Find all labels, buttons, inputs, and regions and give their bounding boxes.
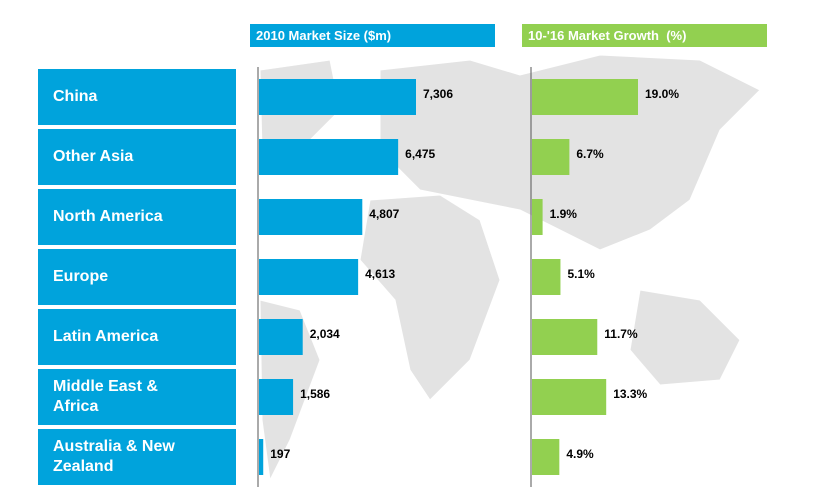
category-box: Other Asia — [38, 129, 236, 185]
bar — [532, 79, 638, 115]
value-label: 1,586 — [300, 387, 330, 401]
value-label: 6,475 — [405, 147, 435, 161]
value-label: 2,034 — [310, 327, 340, 341]
bar — [259, 259, 359, 295]
category-box: Latin America — [38, 309, 236, 365]
value-label: 4.9% — [566, 447, 594, 461]
value-label: 5.1% — [567, 267, 595, 281]
value-label: 1.9% — [550, 207, 578, 221]
bar — [259, 319, 303, 355]
category-box: China — [38, 69, 236, 125]
bar — [259, 439, 264, 475]
category-label: China — [53, 88, 98, 105]
header-market-growth: 10-'16 Market Growth (%) — [522, 24, 767, 47]
value-label: 19.0% — [645, 87, 679, 101]
header-market-size: 2010 Market Size ($m) — [250, 24, 495, 47]
category-label: Other Asia — [53, 148, 134, 165]
category-label: Latin America — [53, 328, 159, 345]
value-label: 197 — [270, 447, 290, 461]
bar — [532, 379, 607, 415]
category-label: North America — [53, 208, 163, 225]
bar — [532, 139, 570, 175]
bar — [532, 259, 561, 295]
value-label: 13.3% — [613, 387, 647, 401]
value-label: 11.7% — [604, 327, 638, 341]
bar — [259, 199, 363, 235]
bar — [259, 139, 399, 175]
value-label: 4,807 — [369, 207, 399, 221]
bar — [532, 439, 560, 475]
category-box: Middle East & Africa — [38, 369, 236, 425]
bar — [532, 319, 598, 355]
category-box: Europe — [38, 249, 236, 305]
category-label: Australia & New Zealand — [53, 438, 175, 475]
category-label: Middle East & Africa — [53, 378, 158, 415]
value-label: 7,306 — [423, 87, 453, 101]
category-label: Europe — [53, 268, 109, 285]
category-box: North America — [38, 189, 236, 245]
bar — [259, 379, 294, 415]
value-label: 4,613 — [365, 267, 395, 281]
bar — [259, 79, 416, 115]
bar — [532, 199, 543, 235]
category-box: Australia & New Zealand — [38, 429, 236, 485]
value-label: 6.7% — [576, 147, 604, 161]
